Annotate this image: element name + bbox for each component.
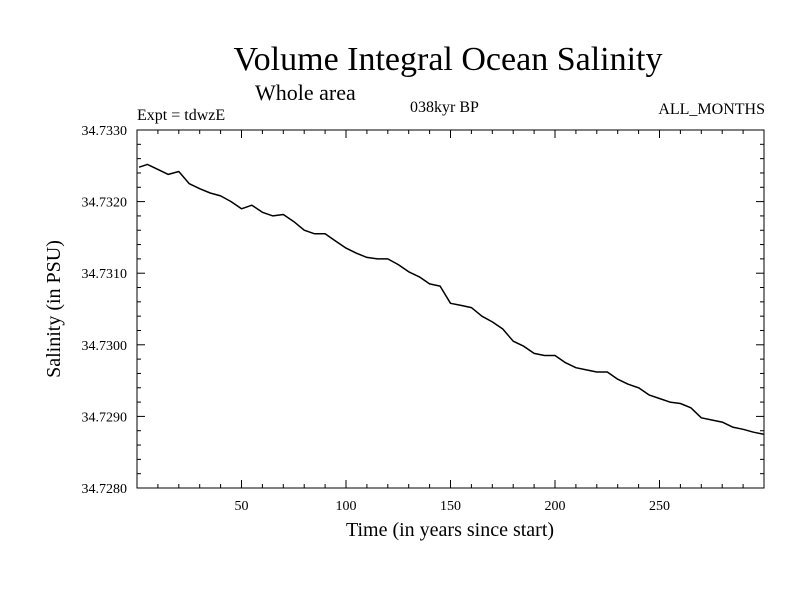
x-axis-label: Time (in years since start) xyxy=(346,519,554,541)
y-tick-label: 34.7310 xyxy=(82,267,128,282)
tick-labels: 50 100 150 200 250 34.7280 34.7290 34.7300 34.73… xyxy=(82,124,671,514)
axis-ticks xyxy=(137,130,764,488)
y-tick-label: 34.7300 xyxy=(82,339,128,354)
experiment-label: Expt = tdwzE xyxy=(137,107,225,124)
chart-title: Volume Integral Ocean Salinity xyxy=(234,41,663,78)
x-tick-label: 200 xyxy=(545,499,566,514)
x-tick-label: 150 xyxy=(440,499,461,514)
y-axis-label: Salinity (in PSU) xyxy=(43,240,65,378)
y-tick-label: 34.7280 xyxy=(82,482,128,497)
y-tick-label: 34.7290 xyxy=(82,410,128,425)
y-tick-label: 34.7330 xyxy=(82,124,128,139)
plot-frame xyxy=(136,129,765,489)
x-tick-label: 250 xyxy=(649,499,670,514)
salinity-series-line xyxy=(138,163,765,436)
months-label: ALL_MONTHS xyxy=(658,101,765,118)
chart-subtitle: Whole area xyxy=(255,80,356,105)
x-tick-label: 50 xyxy=(235,499,249,514)
period-label: 038kyr BP xyxy=(410,99,479,116)
y-tick-label: 34.7320 xyxy=(82,196,128,211)
x-tick-label: 100 xyxy=(336,499,357,514)
